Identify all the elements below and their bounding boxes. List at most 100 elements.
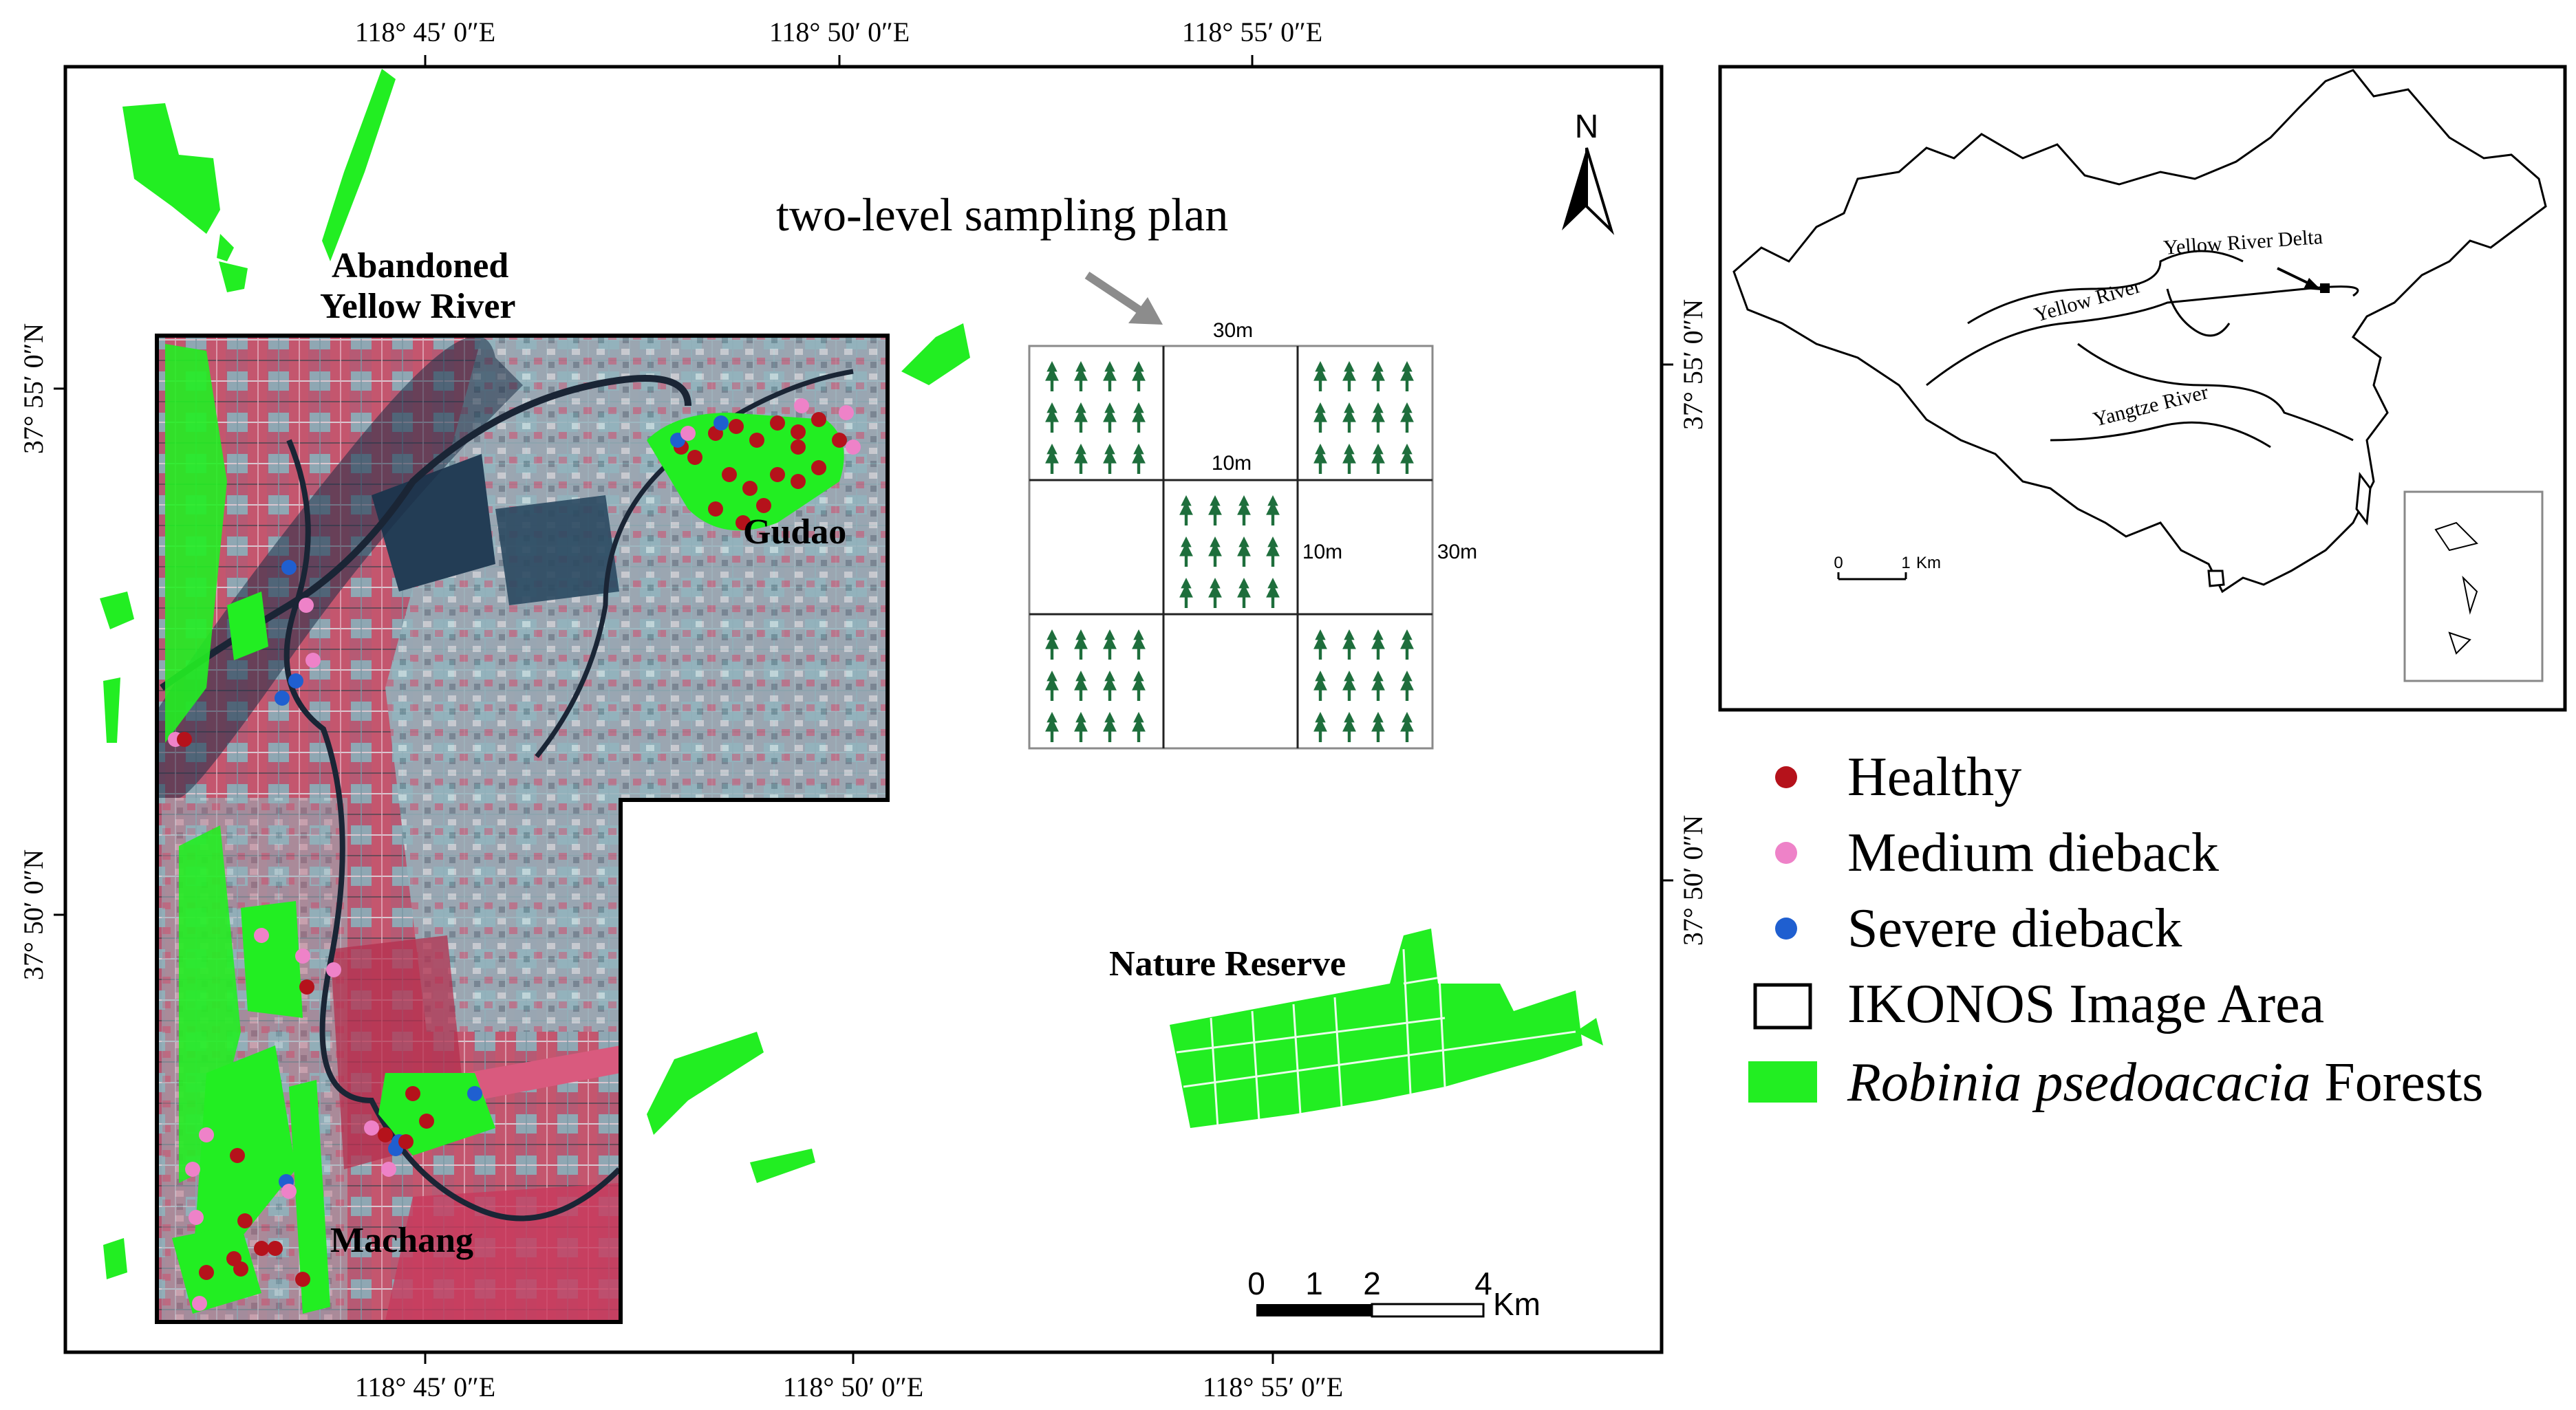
yellow-river-label: Yellow River (320, 287, 515, 326)
top-lon-2: 118° 50′ 0″E (769, 17, 910, 47)
sampling-plan: two-level sampling plan 30m 10m 10m 30m (776, 188, 1477, 750)
medium-dieback-point (364, 1120, 379, 1136)
china-outline (1732, 69, 2547, 682)
forest-legend-swatch (1748, 1061, 1817, 1103)
legend: Healthy Medium dieback Severe dieback IK… (1748, 747, 2483, 1113)
medium-dieback-point (846, 440, 861, 455)
forest-legend-label: Robinia psedoacacia Forests (1847, 1052, 2483, 1113)
arrow-icon (1084, 272, 1163, 325)
severe-dieback-point (467, 1086, 482, 1101)
healthy-point (791, 440, 806, 455)
right-lat-1: 37° 55′ 0″N (1677, 299, 1708, 430)
healthy-point (729, 419, 744, 434)
healthy-point (749, 433, 764, 448)
main-scale-bar: 0 1 2 4 Km (1247, 1266, 1541, 1322)
medium-dieback-point (680, 426, 696, 441)
scale-unit: Km (1493, 1286, 1541, 1322)
healthy-point (398, 1134, 414, 1149)
healthy-point (722, 467, 737, 482)
medium-legend-marker (1775, 842, 1797, 864)
severe-dieback-point (713, 415, 729, 431)
scale-tick-0: 0 (1247, 1266, 1265, 1301)
medium-dieback-point (199, 1127, 214, 1142)
bottom-lon-1: 118° 45′ 0″E (355, 1371, 495, 1402)
healthy-point (770, 467, 785, 482)
severe-legend-marker (1775, 918, 1797, 940)
healthy-point (708, 501, 723, 517)
medium-dieback-point (305, 653, 321, 668)
healthy-point (254, 1241, 269, 1256)
healthy-point (230, 1148, 245, 1163)
ikonos-legend-swatch (1753, 983, 1812, 1030)
severe-legend-label: Severe dieback (1847, 898, 2182, 959)
healthy-point (237, 1213, 253, 1228)
top-lon-3: 118° 55′ 0″E (1182, 17, 1322, 47)
inner-dim-label: 10m (1212, 452, 1252, 475)
medium-dieback-point (794, 398, 809, 413)
bottom-lon-3: 118° 55′ 0″E (1203, 1371, 1343, 1402)
svg-text:0: 0 (1834, 554, 1843, 572)
medium-dieback-point (839, 405, 854, 420)
healthy-point (177, 732, 192, 747)
nature-reserve-label: Nature Reserve (1109, 944, 1346, 984)
healthy-legend-label: Healthy (1847, 747, 2021, 807)
graticule-ticks (54, 55, 1673, 1364)
inset-scale-bar: 0 1 Km (1834, 554, 1941, 581)
medium-dieback-point (192, 1296, 207, 1311)
severe-dieback-point (281, 560, 297, 575)
healthy-point (687, 450, 702, 465)
ikonos-imagery (155, 334, 890, 1324)
scale-tick-4: 4 (1474, 1266, 1492, 1301)
south-china-sea-inset (2403, 490, 2544, 682)
scale-tick-1: 1 (1305, 1266, 1323, 1301)
healthy-point (419, 1114, 434, 1129)
nature-reserve-forest (1170, 929, 1603, 1129)
healthy-point (233, 1261, 248, 1277)
scale-tick-2: 2 (1363, 1266, 1381, 1301)
right-lat-2: 37° 50′ 0″N (1677, 815, 1708, 946)
healthy-point (832, 433, 847, 448)
healthy-point (199, 1265, 214, 1280)
healthy-point (742, 481, 758, 496)
medium-dieback-point (295, 948, 310, 964)
healthy-point (811, 412, 826, 427)
left-lat-2: 37° 50′ 0″N (18, 849, 49, 980)
machang-label: Machang (330, 1221, 473, 1260)
severe-dieback-point (288, 673, 303, 688)
svg-text:1: 1 (1901, 554, 1910, 572)
medium-dieback-point (381, 1162, 396, 1177)
healthy-legend-marker (1775, 766, 1797, 788)
left-lat-1: 37° 55′ 0″N (18, 323, 49, 454)
sampling-plan-title: two-level sampling plan (776, 188, 1228, 241)
svg-text:N: N (1575, 109, 1599, 145)
top-lon-1: 118° 45′ 0″E (355, 17, 495, 47)
graticule-labels: 118° 45′ 0″E 118° 50′ 0″E 118° 55′ 0″E 1… (18, 17, 1708, 1402)
outside-forest-patches (100, 69, 970, 1279)
healthy-point (811, 460, 826, 475)
ikonos-legend-label: IKONOS Image Area (1847, 974, 2324, 1034)
healthy-point (268, 1241, 283, 1256)
healthy-point (736, 515, 751, 530)
healthy-point (770, 415, 785, 431)
bottom-lon-2: 118° 50′ 0″E (783, 1371, 923, 1402)
medium-dieback-point (281, 1184, 297, 1199)
north-arrow-icon: N (1562, 109, 1615, 235)
medium-dieback-point (189, 1210, 204, 1225)
healthy-point (791, 424, 806, 440)
center-side-dim-label: 10m (1302, 541, 1342, 563)
healthy-point (299, 979, 314, 995)
medium-dieback-point (254, 928, 269, 943)
healthy-point (295, 1272, 310, 1287)
gudao-label: Gudao (743, 512, 846, 552)
top-dim-label: 30m (1213, 319, 1253, 342)
severe-dieback-point (275, 691, 290, 706)
sample-points (168, 398, 861, 1311)
healthy-point (791, 474, 806, 489)
abandoned-label: Abandoned (332, 246, 508, 285)
healthy-point (405, 1086, 420, 1101)
svg-text:Km: Km (1916, 554, 1941, 572)
healthy-point (378, 1127, 393, 1142)
medium-dieback-point (326, 962, 341, 977)
